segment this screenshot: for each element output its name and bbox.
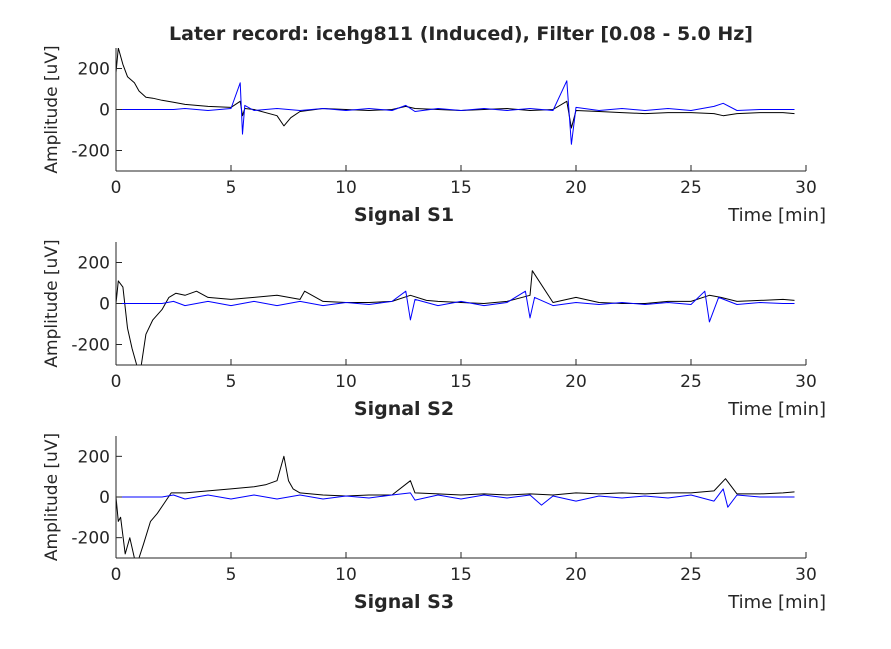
- x-tick-label: 5: [226, 178, 237, 198]
- y-tick-label: 200: [78, 254, 110, 274]
- x-unit-label: Time [min]: [727, 205, 826, 226]
- x-tick-label: 10: [335, 565, 357, 585]
- x-tick-label: 0: [111, 565, 122, 585]
- series-line-raw: [116, 455, 795, 558]
- x-axis-label: Signal S2: [354, 398, 454, 420]
- x-tick-label: 5: [226, 372, 237, 392]
- figure-title: Later record: icehg811 (Induced), Filter…: [169, 23, 753, 45]
- y-tick-label: -200: [71, 529, 110, 549]
- y-tick-label: -200: [71, 336, 110, 356]
- x-tick-label: 25: [680, 372, 702, 392]
- x-tick-label: 15: [450, 372, 472, 392]
- x-tick-label: 15: [450, 178, 472, 198]
- x-tick-label: 25: [680, 565, 702, 585]
- y-tick-label: 200: [78, 447, 110, 467]
- x-unit-label: Time [min]: [727, 592, 826, 613]
- series-line-filtered: [116, 80, 795, 145]
- x-tick-label: 20: [565, 372, 587, 392]
- x-tick-label: 20: [565, 178, 587, 198]
- y-tick-label: 0: [99, 101, 110, 121]
- x-tick-label: 0: [111, 178, 122, 198]
- series-line-filtered: [116, 488, 795, 508]
- y-axis-label: Amplitude [uV]: [42, 433, 62, 561]
- y-tick-label: 200: [78, 60, 110, 80]
- y-tick-label: 0: [99, 295, 110, 315]
- y-axis-label: Amplitude [uV]: [42, 239, 62, 367]
- x-tick-label: 30: [795, 372, 817, 392]
- x-tick-label: 10: [335, 178, 357, 198]
- series-line-raw: [116, 48, 795, 129]
- x-tick-label: 5: [226, 565, 237, 585]
- x-axis-label: Signal S3: [354, 591, 454, 613]
- x-tick-label: 30: [795, 178, 817, 198]
- x-tick-label: 20: [565, 565, 587, 585]
- x-axis-label: Signal S1: [354, 204, 454, 226]
- x-unit-label: Time [min]: [727, 399, 826, 420]
- y-tick-label: -200: [71, 142, 110, 162]
- x-tick-label: 0: [111, 372, 122, 392]
- series-line-filtered: [116, 290, 795, 323]
- x-tick-label: 10: [335, 372, 357, 392]
- x-tick-label: 30: [795, 565, 817, 585]
- y-tick-label: 0: [99, 488, 110, 508]
- series-line-raw: [116, 270, 795, 365]
- y-axis-label: Amplitude [uV]: [42, 45, 62, 173]
- x-tick-label: 15: [450, 565, 472, 585]
- x-tick-label: 25: [680, 178, 702, 198]
